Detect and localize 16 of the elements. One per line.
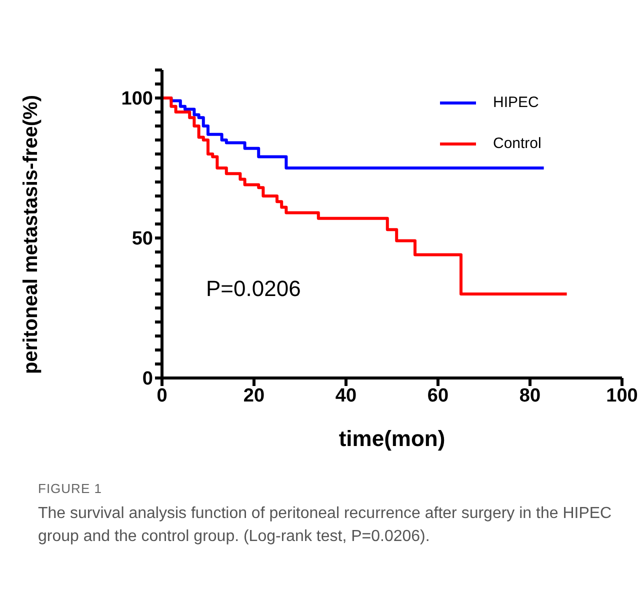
annotation: P=0.0206 — [206, 276, 301, 302]
x-tick-label: 100 — [606, 385, 638, 406]
y-tick-label: 100 — [121, 88, 153, 110]
x-tick-label: 40 — [335, 385, 357, 406]
x-axis-title: time(mon) — [338, 426, 446, 451]
legend-label: HIPEC — [493, 94, 539, 111]
x-tick-label: 60 — [427, 385, 449, 406]
x-tick-label: 20 — [243, 385, 265, 406]
x-tick-label: 0 — [156, 385, 168, 406]
x-tick-label: 80 — [519, 385, 541, 406]
legend-label: Control — [493, 135, 542, 152]
text: The survival analysis function of peritoneal recurrence after surgery in the HIPEC group and the control group. (Log-rank test, P=0.0206). — [38, 504, 613, 547]
y-axis-title: peritoneal metastasis-free(%) — [20, 95, 42, 374]
y-tick-label: 0 — [142, 368, 153, 390]
y-tick-label: 50 — [132, 228, 153, 250]
caption: FIGURE 1 — [38, 481, 102, 496]
